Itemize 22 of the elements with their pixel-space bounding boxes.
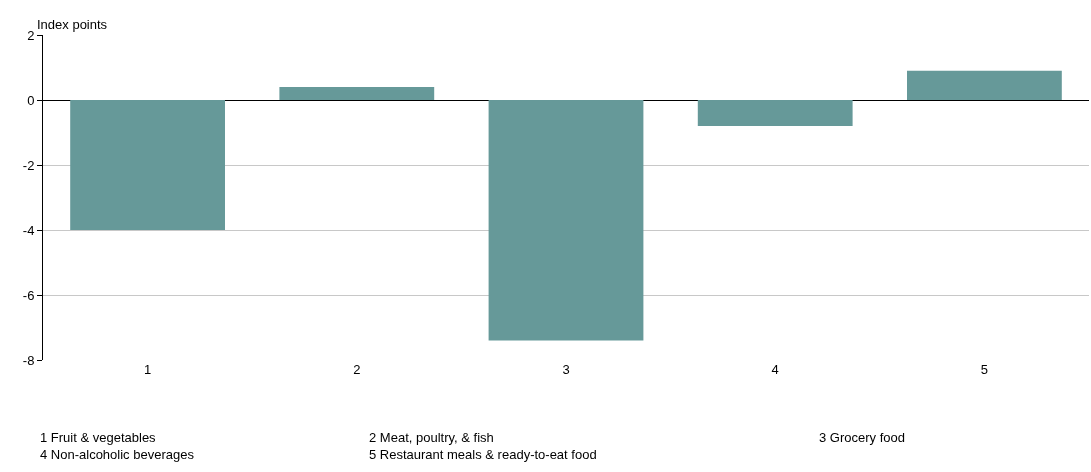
- x-tick-label: 4: [771, 362, 779, 377]
- text: 3 Grocery food: [819, 430, 905, 445]
- y-tick-label: -8: [22, 352, 35, 368]
- y-tick-label: -4: [22, 222, 35, 238]
- y-tick-label: -6: [22, 287, 35, 303]
- y-tick-label: 0: [27, 92, 35, 108]
- text: 2 Meat, poultry, & fish: [369, 430, 494, 445]
- y-tick-label: -2: [22, 157, 35, 173]
- bar: [488, 100, 644, 341]
- text: 1 Fruit & vegetables: [40, 430, 157, 445]
- bar: [70, 100, 225, 230]
- text: 4 Non-alcoholic beverages: [40, 447, 195, 462]
- x-tick-label: 1: [143, 362, 152, 377]
- text: 5 Restaurant meals & ready-to-eat food: [369, 447, 597, 462]
- x-tick-label: 5: [980, 362, 989, 377]
- x-tick-label: 3: [562, 362, 570, 377]
- x-tick-label: 2: [353, 362, 361, 377]
- bar: [907, 70, 1062, 100]
- y-tick-label: 2: [27, 27, 35, 43]
- bar: [279, 87, 435, 100]
- bar: [697, 100, 853, 126]
- y-axis-title: Index points: [37, 17, 108, 32]
